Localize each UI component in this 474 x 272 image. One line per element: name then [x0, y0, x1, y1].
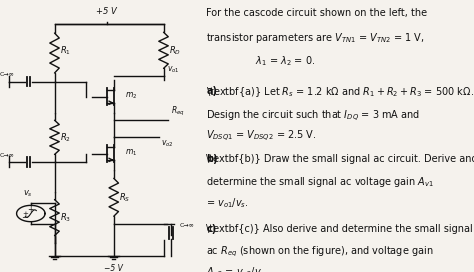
Text: c): c) — [206, 224, 217, 234]
Text: C→∞: C→∞ — [0, 153, 15, 157]
Text: $R_1$: $R_1$ — [60, 44, 71, 57]
Text: For the cascode circuit shown on the left, the: For the cascode circuit shown on the lef… — [206, 8, 428, 18]
Text: $R_S$: $R_S$ — [119, 191, 131, 203]
Text: $v_s$: $v_s$ — [24, 188, 33, 199]
Text: \textbf{b)} Draw the small signal ac circuit. Derive and: \textbf{b)} Draw the small signal ac cir… — [206, 154, 474, 164]
Text: C→∞: C→∞ — [179, 223, 194, 228]
Text: −5 V: −5 V — [104, 264, 123, 272]
Text: ac $R_{eq}$ (shown on the figure), and voltage gain: ac $R_{eq}$ (shown on the figure), and v… — [206, 245, 434, 259]
Text: $A_{v2}$ = $v_{o2}/v_s$.: $A_{v2}$ = $v_{o2}/v_s$. — [206, 265, 268, 272]
Text: +5 V: +5 V — [96, 7, 117, 16]
Text: b): b) — [206, 154, 218, 164]
Text: $R_D$: $R_D$ — [169, 44, 181, 57]
Text: $\lambda_1$ = $\lambda_2$ = 0.: $\lambda_1$ = $\lambda_2$ = 0. — [206, 54, 316, 68]
Text: C→∞: C→∞ — [0, 72, 15, 77]
Text: determine the small signal ac voltage gain $A_{v1}$: determine the small signal ac voltage ga… — [206, 175, 434, 189]
Text: \textbf{c)} Also derive and determine the small signal: \textbf{c)} Also derive and determine th… — [206, 224, 473, 234]
Text: −: − — [22, 213, 28, 222]
Text: transistor parameters are $V_{TN1}$ = $V_{TN2}$ = 1 V,: transistor parameters are $V_{TN1}$ = $V… — [206, 31, 425, 45]
Text: $V_{DSQ1}$ = $V_{DSQ2}$ = 2.5 V.: $V_{DSQ1}$ = $V_{DSQ2}$ = 2.5 V. — [206, 129, 317, 144]
Text: \textbf{a)} Let $R_s$ = 1.2 k$\Omega$ and $R_1 + R_2 + R_3$ = 500 k$\Omega$.: \textbf{a)} Let $R_s$ = 1.2 k$\Omega$ an… — [206, 86, 474, 100]
Text: $R_{eq}$: $R_{eq}$ — [171, 105, 184, 118]
Text: = $v_{o1}/v_s$.: = $v_{o1}/v_s$. — [206, 196, 249, 210]
Text: $R_3$: $R_3$ — [60, 211, 71, 224]
Text: Design the circuit such that $I_{DQ}$ = 3 mA and: Design the circuit such that $I_{DQ}$ = … — [206, 109, 420, 124]
Text: +: + — [27, 205, 34, 214]
Text: $v_{o1}$: $v_{o1}$ — [167, 64, 180, 75]
Text: a): a) — [206, 86, 217, 96]
Text: $v_{o2}$: $v_{o2}$ — [161, 139, 174, 149]
Text: +: + — [22, 211, 28, 217]
Text: $R_2$: $R_2$ — [60, 131, 71, 144]
Text: $m_1$: $m_1$ — [125, 147, 137, 158]
Text: $m_2$: $m_2$ — [125, 90, 137, 101]
